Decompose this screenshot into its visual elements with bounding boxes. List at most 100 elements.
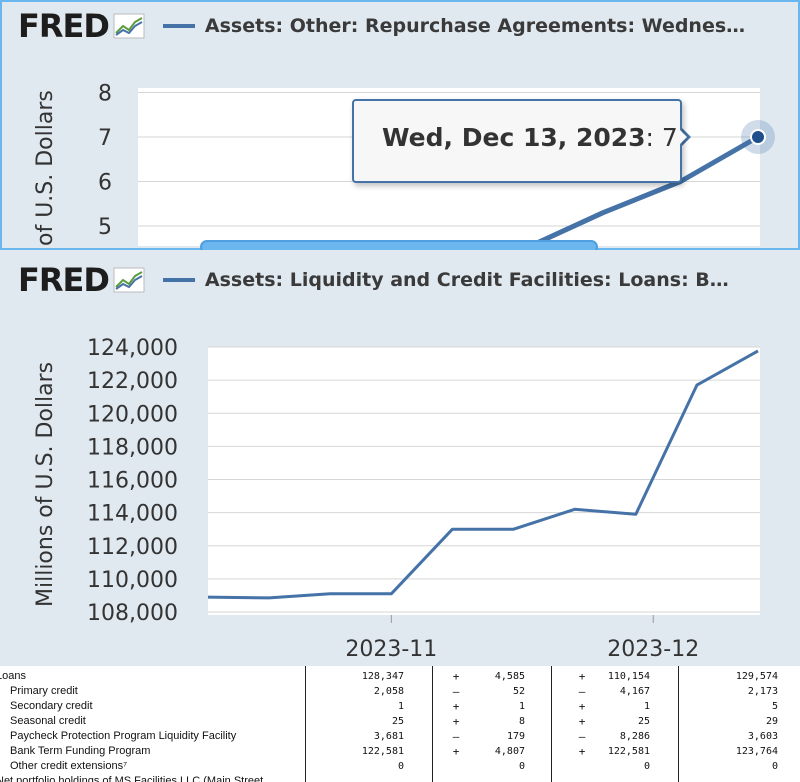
table-row: Other credit extensions⁷ 0 0 0 0 [0, 759, 800, 774]
bottom-plot-background [208, 347, 760, 615]
table-row: Secondary credit 1 +1 +1 5 [0, 699, 800, 714]
fred-logo[interactable]: FRED [18, 261, 110, 299]
x-tick-label: 2023-11 [345, 637, 437, 662]
row-label: Secondary credit [10, 700, 93, 712]
series-legend-line [162, 278, 195, 282]
y-tick-label: 6 [98, 171, 112, 196]
cell-value: 3,603 [747, 731, 778, 742]
table-row: Bank Term Funding Program 122,581 +4,807 +1… [0, 744, 800, 759]
cell-sign: – [578, 730, 586, 743]
cell-sign: – [452, 730, 460, 743]
table-row: Net portfolio holdings of MS Facilities … [0, 774, 800, 782]
table-row: Loans 128,347 +4,585 +110,154 129,574 [0, 669, 800, 684]
cell-value: 4,807 [494, 746, 525, 757]
row-label: Other credit extensions⁷ [10, 760, 128, 772]
cell-value: 122,581 [361, 746, 404, 757]
cell-value: 52 [512, 686, 525, 697]
cell-value: 123,764 [735, 746, 778, 757]
bottom-series [207, 349, 759, 600]
cell-value: 0 [643, 761, 650, 772]
table-row: Paycheck Protection Program Liquidity Fa… [0, 729, 800, 744]
cell-sign: + [452, 715, 460, 728]
table-divider [432, 666, 433, 782]
cell-sign: + [578, 715, 586, 728]
y-tick-label: 124,000 [87, 336, 178, 361]
cell-value: 0 [771, 761, 778, 772]
y-tick-label: 116,000 [87, 469, 178, 494]
cell-sign: + [452, 745, 460, 758]
cell-value: 122,581 [607, 746, 650, 757]
row-label: Net portfolio holdings of MS Facilities … [0, 775, 264, 782]
cell-sign: + [578, 700, 586, 713]
cell-value: 1 [643, 701, 650, 712]
bottom-y-axis-label: Millions of U.S. Dollars [33, 362, 58, 607]
cell-value: 1 [518, 701, 525, 712]
y-tick-label: 7 [98, 126, 112, 151]
cell-value: 2,173 [747, 686, 778, 697]
bottom-chart-panel: FRED Assets: Liquidity and Credit Facili… [0, 250, 800, 666]
row-label: Bank Term Funding Program [10, 745, 151, 757]
bottom-chart: Millions of U.S. Dollars 108,000110,0001… [33, 336, 760, 662]
cell-value: 4,585 [494, 671, 525, 682]
series-line [524, 134, 760, 250]
bottom-y-ticks: 108,000 110,000 112,000 114,000 116,000 118,0… [87, 336, 178, 626]
cell-value: 128,347 [361, 671, 404, 682]
cell-value: 8 [518, 716, 525, 727]
cell-value: 3,681 [373, 731, 404, 742]
cell-value: 25 [391, 716, 404, 727]
series-legend-line [162, 24, 195, 28]
table-divider [678, 666, 679, 782]
tooltip: Wed, Dec 13, 2023: 7 [352, 99, 682, 183]
x-tick-label: 2023-12 [607, 637, 699, 662]
top-y-ticks: 5 6 7 8 [98, 82, 112, 241]
cell-value: 179 [506, 731, 525, 742]
cell-value: 29 [765, 716, 778, 727]
cell-sign: – [578, 685, 586, 698]
cell-value: 110,154 [607, 671, 650, 682]
fred-logo[interactable]: FRED [18, 7, 110, 45]
cell-value: 8,286 [619, 731, 650, 742]
cell-sign: + [452, 670, 460, 683]
series-line [207, 349, 759, 600]
cell-sign: + [452, 700, 460, 713]
table-divider [305, 666, 306, 782]
y-tick-label: 5 [98, 215, 112, 240]
cell-value: 0 [518, 761, 525, 772]
y-tick-label: 8 [98, 82, 112, 107]
row-label: Paycheck Protection Program Liquidity Fa… [10, 730, 237, 742]
top-header: FRED Assets: Other: Repurchase Agreement… [18, 6, 745, 46]
series-title[interactable]: Assets: Liquidity and Credit Facilities:… [204, 269, 729, 291]
tooltip-arrow-inner [676, 126, 687, 148]
top-series [524, 120, 775, 250]
cell-value: 129,574 [735, 671, 778, 682]
y-tick-label: 122,000 [87, 369, 178, 394]
tooltip-colon: : [645, 123, 662, 152]
y-tick-label: 114,000 [87, 502, 178, 527]
tooltip-value: 7 [661, 123, 678, 152]
data-table: Loans 128,347 +4,585 +110,154 129,574 Primary… [0, 666, 800, 782]
cell-value: 5 [771, 701, 778, 712]
y-tick-label: 112,000 [87, 535, 178, 560]
tooltip-date: Wed, Dec 13, 2023 [382, 123, 646, 152]
row-label: Seasonal credit [10, 715, 86, 727]
series-title[interactable]: Assets: Other: Repurchase Agreements: We… [204, 15, 746, 37]
row-label: Loans [0, 670, 26, 682]
table-row: Primary credit 2,058 – 52 – 4,167 2,173 [0, 684, 800, 699]
fred-logo-chart-icon [113, 267, 145, 293]
cell-value: 0 [397, 761, 404, 772]
y-tick-label: 118,000 [87, 435, 178, 460]
cell-sign: + [578, 670, 586, 683]
bottom-x-ticks: 2023-11 2023-12 [345, 615, 699, 662]
cell-sign: + [578, 745, 586, 758]
y-tick-label: 110,000 [87, 568, 178, 593]
bottom-grid [208, 346, 760, 613]
cell-value: 1 [397, 701, 404, 712]
y-tick-label: 120,000 [87, 402, 178, 427]
table-divider [551, 666, 552, 782]
cell-value: 2,058 [373, 686, 404, 697]
cell-value: 4,167 [619, 686, 650, 697]
cell-value: 25 [637, 716, 650, 727]
highlight-point[interactable] [750, 129, 766, 145]
top-y-axis-label: of U.S. Dollars [33, 90, 58, 246]
table-row: Seasonal credit 25 +8 +25 29 [0, 714, 800, 729]
